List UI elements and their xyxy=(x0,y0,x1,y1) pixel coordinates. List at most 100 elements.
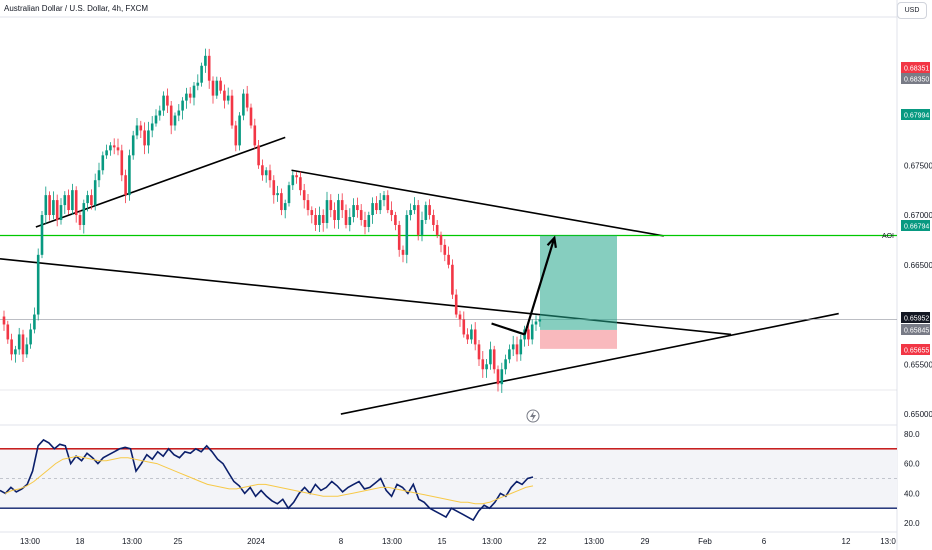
candle-body xyxy=(63,195,67,206)
candle xyxy=(462,311,466,338)
price-tag-bg xyxy=(901,62,930,73)
long-position-tool[interactable] xyxy=(540,235,617,349)
candle-body xyxy=(249,107,253,126)
candle-body xyxy=(71,190,74,211)
rsi-band xyxy=(0,448,897,509)
candle-body xyxy=(109,145,112,151)
time-axis[interactable]: 13:00 18 13:00 25 2024 8 13:00 15 13:00 22 13:00 29… xyxy=(20,537,896,546)
candle-body xyxy=(314,215,317,225)
candle-body xyxy=(40,215,44,255)
candle xyxy=(185,87,188,109)
candle-body xyxy=(508,349,511,360)
price-tag: 0.65655 xyxy=(901,344,930,355)
candle-body xyxy=(36,254,40,315)
price-tick-label: 0.67000 xyxy=(904,211,932,220)
aoi-label: AOI xyxy=(882,233,894,240)
price-tag: 0.65845 xyxy=(901,324,930,335)
candle-body xyxy=(29,329,32,345)
candle-body xyxy=(55,200,59,221)
candle-body xyxy=(477,344,481,360)
candle xyxy=(48,191,51,221)
candle-body xyxy=(261,165,264,176)
candle-body xyxy=(424,205,428,221)
price-tag-label: 0.67994 xyxy=(904,113,929,120)
candle xyxy=(413,197,416,215)
candle xyxy=(173,112,177,131)
candle-body xyxy=(112,145,116,148)
candle-body xyxy=(200,65,203,83)
candle-body xyxy=(481,359,485,370)
candle xyxy=(283,199,287,219)
candle xyxy=(196,74,200,91)
arrow-segment[interactable] xyxy=(491,322,526,336)
price-tag-bg xyxy=(901,109,930,120)
candle xyxy=(215,76,219,99)
price-tick-label: 0.65500 xyxy=(904,360,932,369)
price-tag-label: 0.68350 xyxy=(904,77,929,84)
arrow-drawing[interactable] xyxy=(491,235,557,336)
candle xyxy=(245,85,249,112)
trendline[interactable] xyxy=(291,169,664,237)
lightning-icon[interactable] xyxy=(526,409,540,423)
candle-body xyxy=(375,203,378,211)
price-tag: 0.66794 xyxy=(901,220,930,231)
candle-body xyxy=(386,195,390,211)
candle xyxy=(204,48,207,73)
candle xyxy=(181,97,184,120)
candle xyxy=(71,183,74,216)
candle-body xyxy=(147,130,150,146)
arrow-segment[interactable] xyxy=(523,237,556,335)
candle-body xyxy=(272,180,276,196)
trendline[interactable] xyxy=(0,258,732,336)
candle xyxy=(6,320,10,344)
candle xyxy=(135,118,139,140)
price-axis[interactable]: 0.67500 0.67000 0.66500 0.65500 0.65000 xyxy=(904,161,932,419)
candle xyxy=(207,48,211,89)
time-tick-label: 22 xyxy=(538,537,547,546)
price-tag-label: 0.68351 xyxy=(904,66,929,73)
candle xyxy=(249,103,253,129)
candle xyxy=(485,359,488,378)
candle xyxy=(504,354,507,375)
candle-body xyxy=(124,175,127,196)
candle-body xyxy=(280,193,283,211)
candle-body xyxy=(192,85,196,98)
candle xyxy=(473,322,477,351)
candle-body xyxy=(283,203,287,211)
candle-body xyxy=(128,155,131,196)
candle xyxy=(432,209,435,232)
candle xyxy=(291,171,295,190)
aoi-line-group[interactable]: AOI xyxy=(0,233,897,320)
candle-body xyxy=(394,215,397,225)
trendline[interactable] xyxy=(340,312,839,415)
candle xyxy=(299,171,302,196)
candle-body xyxy=(363,220,367,227)
time-tick-label: 12 xyxy=(842,537,851,546)
candles xyxy=(2,48,542,393)
candle-body xyxy=(154,115,158,124)
candle xyxy=(147,121,150,154)
candle-body xyxy=(238,115,241,146)
candle-body xyxy=(242,93,245,116)
candle-body xyxy=(306,200,310,211)
candle-body xyxy=(451,264,454,295)
stop-loss-zone[interactable] xyxy=(540,329,617,349)
trendline[interactable] xyxy=(35,136,286,228)
rsi-tick-label: 40.0 xyxy=(904,489,920,498)
candle xyxy=(394,211,397,231)
candle-body xyxy=(226,95,230,101)
candle xyxy=(223,84,226,109)
candle-body xyxy=(234,125,238,146)
candle-body xyxy=(116,147,120,151)
profit-zone[interactable] xyxy=(540,235,617,330)
candle xyxy=(321,209,325,232)
arrow-head[interactable] xyxy=(546,235,557,248)
price-tag-bg xyxy=(901,312,930,323)
candle-body xyxy=(21,334,25,355)
candle-body xyxy=(185,93,188,101)
time-tick-label: 18 xyxy=(76,537,85,546)
candle xyxy=(397,220,401,257)
candle xyxy=(78,209,82,231)
candle xyxy=(302,183,306,209)
